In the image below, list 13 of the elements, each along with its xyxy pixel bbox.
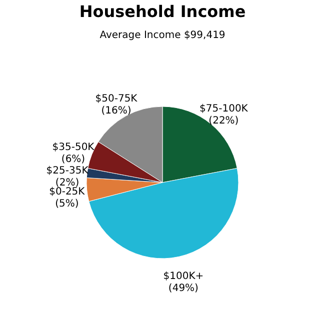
data-label: (5%)	[55, 198, 79, 210]
slice-label: $35-50K	[52, 142, 95, 154]
slice-label: $100K+	[163, 271, 204, 282]
chart-title: Household Income	[79, 2, 246, 21]
slice-label: $75-100K	[200, 104, 248, 115]
data-label: (22%)	[208, 116, 239, 127]
chart-subtitle: Average Income $99,419	[100, 30, 226, 41]
slice-label: $50-75K	[95, 93, 138, 104]
data-label: (6%)	[61, 154, 86, 166]
data-label: (49%)	[168, 283, 199, 294]
data-label: (2%)	[55, 177, 80, 188]
data-label: (16%)	[101, 105, 132, 116]
slice-label: $0-25K	[49, 186, 86, 198]
